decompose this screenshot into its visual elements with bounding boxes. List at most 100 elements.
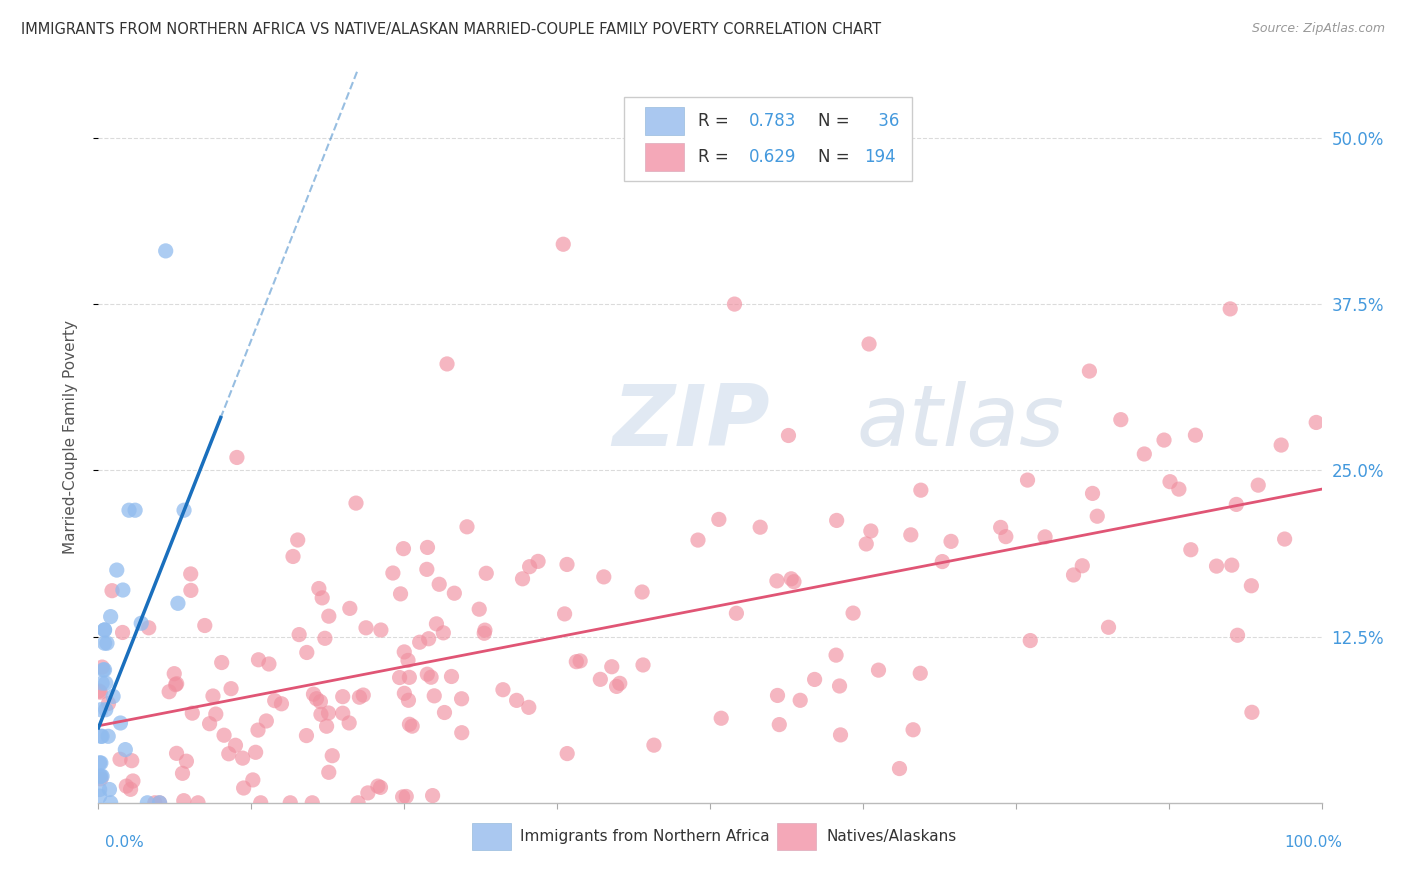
- Point: [247, 653, 270, 667]
- Point: [389, 587, 412, 601]
- Point: [1274, 532, 1296, 546]
- Point: [416, 562, 439, 576]
- Point: [1219, 301, 1241, 316]
- Point: [990, 520, 1012, 534]
- Point: [111, 582, 134, 597]
- Point: [91, 676, 114, 690]
- Text: 36: 36: [873, 112, 898, 130]
- Point: [180, 583, 202, 598]
- Point: [89, 756, 111, 770]
- Point: [842, 606, 865, 620]
- Point: [1180, 542, 1202, 557]
- Text: atlas: atlas: [856, 381, 1064, 464]
- Point: [381, 566, 404, 580]
- Point: [97, 697, 120, 711]
- Point: [686, 533, 709, 547]
- Point: [766, 574, 789, 588]
- Point: [443, 586, 465, 600]
- Point: [505, 693, 527, 707]
- Point: [90, 756, 112, 770]
- Point: [710, 711, 733, 725]
- Point: [768, 717, 790, 731]
- Point: [311, 591, 333, 605]
- Point: [100, 609, 122, 624]
- Text: Natives/Alaskans: Natives/Alaskans: [827, 829, 956, 844]
- Point: [270, 697, 292, 711]
- Point: [148, 796, 170, 810]
- Point: [401, 719, 423, 733]
- Point: [347, 796, 370, 810]
- Point: [224, 739, 246, 753]
- Point: [554, 607, 576, 621]
- Point: [114, 742, 136, 756]
- Point: [204, 707, 226, 722]
- Point: [1226, 628, 1249, 642]
- Point: [124, 503, 146, 517]
- Point: [93, 636, 115, 650]
- Point: [512, 572, 534, 586]
- Point: [1017, 473, 1039, 487]
- Point: [94, 676, 117, 690]
- Text: N =: N =: [818, 112, 855, 130]
- Point: [212, 728, 235, 742]
- Point: [115, 779, 138, 793]
- Point: [226, 450, 249, 465]
- Point: [367, 779, 389, 793]
- Point: [422, 789, 444, 803]
- Point: [96, 636, 118, 650]
- Point: [318, 765, 340, 780]
- Point: [416, 541, 439, 555]
- Point: [910, 666, 932, 681]
- Point: [828, 679, 851, 693]
- Point: [468, 602, 491, 616]
- Point: [939, 534, 962, 549]
- Point: [232, 780, 254, 795]
- Point: [354, 621, 377, 635]
- Point: [352, 688, 374, 702]
- Point: [93, 663, 115, 677]
- Point: [245, 745, 267, 759]
- Point: [519, 559, 541, 574]
- Point: [600, 659, 623, 673]
- Point: [201, 689, 224, 703]
- Point: [707, 512, 730, 526]
- Point: [1097, 620, 1119, 634]
- Point: [91, 769, 114, 783]
- Point: [1153, 433, 1175, 447]
- Point: [569, 654, 592, 668]
- Point: [398, 693, 420, 707]
- Point: [388, 671, 411, 685]
- Point: [859, 524, 882, 538]
- Point: [1033, 530, 1056, 544]
- Point: [89, 782, 111, 797]
- Point: [93, 623, 115, 637]
- Point: [332, 706, 354, 721]
- Point: [780, 572, 803, 586]
- Point: [450, 725, 472, 739]
- Point: [1078, 364, 1101, 378]
- Point: [288, 627, 311, 641]
- Point: [789, 693, 811, 707]
- Point: [370, 623, 392, 637]
- Text: R =: R =: [697, 148, 734, 166]
- Point: [592, 570, 614, 584]
- Point: [287, 533, 309, 547]
- Point: [1063, 568, 1085, 582]
- Point: [994, 530, 1017, 544]
- Point: [89, 789, 111, 804]
- Point: [1081, 486, 1104, 500]
- Point: [108, 752, 131, 766]
- Point: [218, 747, 240, 761]
- Text: 0.629: 0.629: [749, 148, 797, 166]
- Point: [1305, 416, 1327, 430]
- Point: [90, 769, 112, 783]
- Point: [100, 796, 122, 810]
- Text: 0.0%: 0.0%: [105, 836, 145, 850]
- Point: [91, 660, 114, 674]
- Text: Immigrants from Northern Africa: Immigrants from Northern Africa: [520, 829, 770, 844]
- Point: [643, 738, 665, 752]
- Point: [527, 554, 550, 568]
- Point: [456, 520, 478, 534]
- Point: [432, 625, 454, 640]
- Point: [858, 337, 880, 351]
